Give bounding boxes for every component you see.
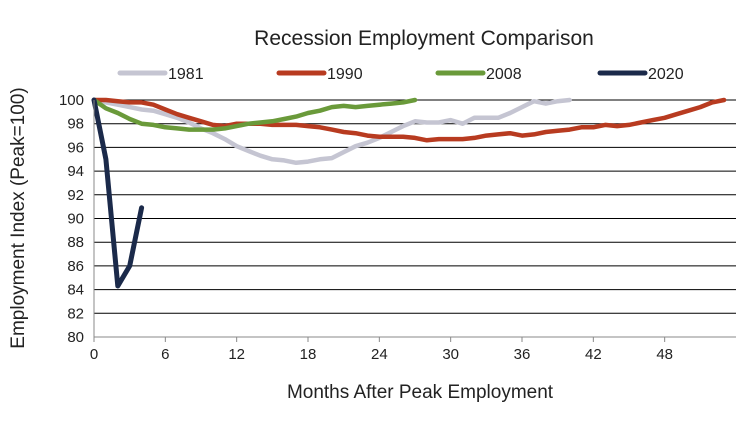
y-tick-label: 100	[59, 92, 84, 109]
y-tick-label: 96	[67, 139, 84, 156]
series-line-1990	[91, 97, 727, 143]
legend: 1981 1990 2008 2020	[117, 66, 684, 83]
legend-item-1981: 1981	[117, 66, 204, 83]
series-lines	[91, 97, 727, 289]
x-tick-label: 30	[442, 346, 459, 363]
x-axis-ticks: 0 6 12 18 24 30 36 42 48	[90, 337, 673, 363]
legend-label-1981: 1981	[168, 66, 204, 83]
series-line-2008	[91, 97, 418, 132]
y-axis-title: Employment Index (Peak=100)	[8, 87, 29, 348]
x-tick-label: 6	[161, 346, 169, 363]
legend-label-2008: 2008	[486, 66, 522, 83]
series-line-2020	[91, 97, 145, 289]
gridlines	[94, 99, 736, 314]
x-tick-label: 48	[656, 346, 673, 363]
legend-label-1990: 1990	[327, 66, 363, 83]
y-axis-ticks: 80 82 84 86 88 90 92 94 96 98 100	[59, 92, 84, 346]
x-tick-label: 12	[228, 346, 245, 363]
x-tick-label: 0	[90, 346, 98, 363]
legend-item-1990: 1990	[276, 66, 363, 83]
chart-title: Recession Employment Comparison	[254, 27, 594, 50]
y-tick-label: 94	[67, 163, 84, 180]
x-tick-label: 18	[300, 346, 317, 363]
legend-item-2020: 2020	[597, 66, 684, 83]
legend-item-2008: 2008	[435, 66, 522, 83]
x-tick-label: 36	[514, 346, 531, 363]
y-tick-label: 82	[67, 305, 84, 322]
y-tick-label: 98	[67, 116, 84, 133]
y-tick-label: 80	[67, 329, 84, 346]
x-axis-title: Months After Peak Employment	[287, 382, 554, 403]
series-line-1981	[91, 97, 572, 166]
x-tick-label: 24	[371, 346, 388, 363]
x-tick-label: 42	[585, 346, 602, 363]
legend-label-2020: 2020	[648, 66, 684, 83]
y-tick-label: 86	[67, 258, 84, 275]
y-tick-label: 88	[67, 234, 84, 251]
y-tick-label: 90	[67, 211, 84, 228]
y-tick-label: 84	[67, 282, 84, 299]
y-tick-label: 92	[67, 187, 84, 204]
